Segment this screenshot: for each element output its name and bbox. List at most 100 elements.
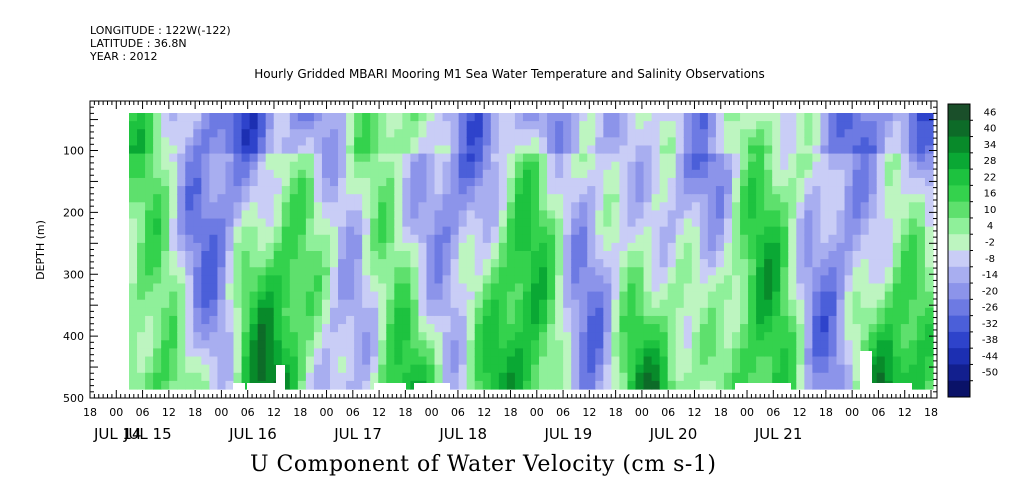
heatmap-cell [305, 177, 315, 187]
heatmap-cell [828, 324, 838, 333]
heatmap-cell [611, 210, 621, 220]
heatmap-cell [571, 372, 580, 382]
heatmap-cell [772, 145, 781, 155]
heatmap-cell [418, 307, 428, 317]
heatmap-cell [330, 145, 339, 155]
heatmap-cell [297, 242, 307, 252]
heatmap-cell [514, 234, 524, 244]
heatmap-cell [482, 218, 492, 228]
heatmap-cell [305, 145, 315, 155]
heatmap-cell [498, 113, 508, 122]
heatmap-cell [402, 340, 411, 350]
heatmap-cell [555, 332, 564, 341]
heatmap-cell [804, 348, 813, 358]
heatmap-cell [740, 307, 749, 317]
heatmap-cell [201, 340, 210, 350]
heatmap-cell [756, 177, 765, 187]
heatmap-cell [579, 186, 588, 195]
heatmap-cell [281, 251, 291, 260]
heatmap-cell [659, 113, 669, 122]
heatmap-cell [812, 283, 822, 293]
heatmap-cell [129, 380, 138, 390]
heatmap-cell [603, 194, 612, 203]
heatmap-cell [145, 291, 154, 301]
heatmap-cell [924, 251, 934, 260]
heatmap-cell [346, 356, 355, 366]
heatmap-cell [579, 234, 588, 244]
heatmap-cell [547, 251, 556, 260]
heatmap-cell [458, 169, 468, 179]
heatmap-cell [748, 194, 757, 203]
heatmap-cell [555, 218, 564, 228]
heatmap-cell [442, 267, 452, 276]
heatmap-cell [362, 267, 371, 276]
heatmap-cell [659, 364, 669, 374]
heatmap-cell [804, 283, 813, 293]
heatmap-cell [458, 218, 468, 228]
heatmap-cell [563, 202, 572, 212]
heatmap-cell [265, 186, 275, 195]
heatmap-cell [506, 234, 516, 244]
heatmap-cell [699, 291, 709, 301]
heatmap-cell [555, 234, 564, 244]
heatmap-cell [249, 315, 259, 325]
heatmap-cell [338, 356, 347, 366]
heatmap-cell [289, 299, 299, 309]
heatmap-cell [756, 145, 765, 155]
heatmap-cell [209, 145, 219, 155]
heatmap-cell [924, 267, 934, 276]
colorbar-label: 34 [984, 140, 997, 151]
heatmap-cell [466, 291, 476, 301]
heatmap-cell [169, 242, 178, 252]
heatmap-cell [667, 356, 677, 366]
heatmap-cell [836, 121, 846, 130]
x-day-label: JUL 17 [333, 425, 382, 443]
heatmap-cell [563, 267, 572, 276]
heatmap-cell [836, 348, 846, 358]
heatmap-cell [161, 356, 170, 366]
heatmap-cell [812, 113, 822, 122]
heatmap-cell [603, 332, 612, 341]
heatmap-cell [555, 356, 564, 366]
heatmap-cell [233, 348, 243, 358]
heatmap-cell [474, 291, 484, 301]
heatmap-cell [225, 372, 235, 382]
heatmap-cell [498, 161, 508, 171]
heatmap-cell [386, 113, 395, 122]
heatmap-cell [498, 275, 508, 285]
heatmap-cell [579, 372, 588, 382]
heatmap-cell [852, 291, 862, 301]
heatmap-cell [490, 380, 500, 390]
heatmap-cell [691, 113, 701, 122]
heatmap-cell [313, 194, 323, 203]
heatmap-cell [611, 226, 621, 236]
heatmap-cell [129, 153, 138, 163]
heatmap-cell [876, 356, 886, 366]
heatmap-cell [635, 315, 645, 325]
heatmap-cell [836, 202, 846, 212]
heatmap-cell [161, 153, 170, 163]
heatmap-cell [305, 161, 315, 171]
heatmap-cell [772, 340, 781, 350]
heatmap-cell [169, 218, 178, 228]
heatmap-cell [177, 283, 186, 293]
heatmap-cell [868, 364, 878, 374]
heatmap-cell [145, 202, 154, 212]
heatmap-cell [619, 356, 629, 366]
heatmap-cell [442, 307, 452, 317]
heatmap-cell [209, 364, 219, 374]
heatmap-cell [313, 145, 323, 155]
heatmap-cell [732, 251, 741, 260]
heatmap-cell [169, 259, 178, 268]
heatmap-cell [418, 291, 428, 301]
heatmap-cell [812, 259, 822, 268]
heatmap-cell [836, 153, 846, 163]
heatmap-cell [619, 186, 629, 195]
heatmap-cell [466, 242, 476, 252]
heatmap-cell [185, 113, 194, 122]
heatmap-cell [137, 186, 146, 195]
heatmap-cell [402, 380, 411, 390]
heatmap-cell [643, 218, 653, 228]
heatmap-cell [129, 145, 138, 155]
heatmap-cell [378, 267, 387, 276]
